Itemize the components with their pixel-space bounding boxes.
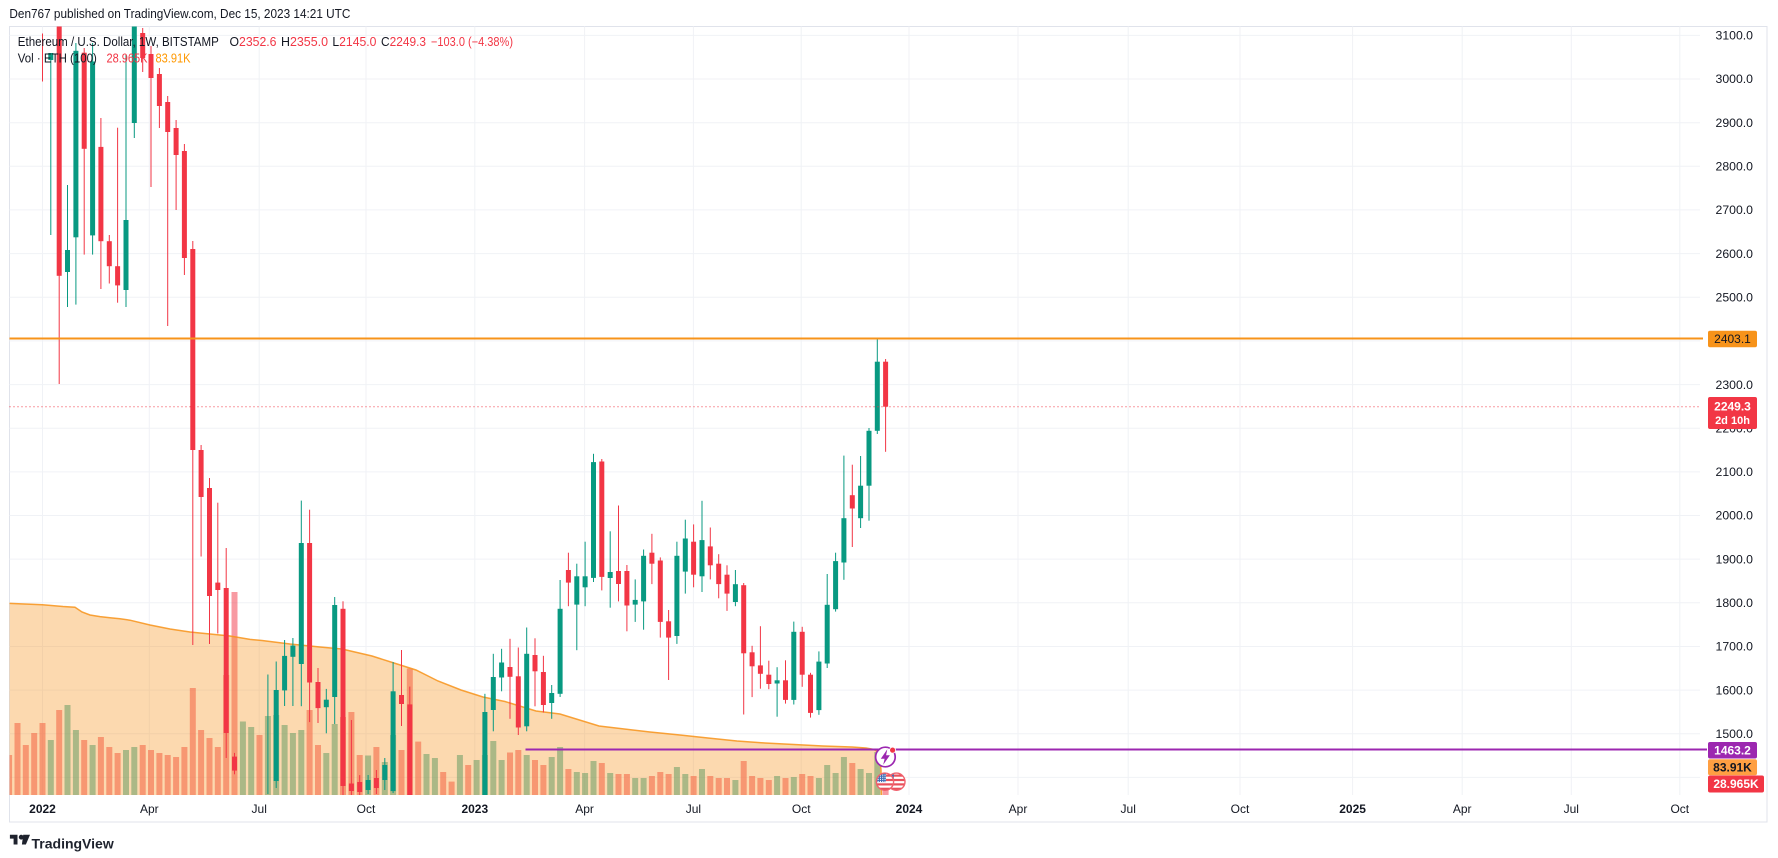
svg-text:Apr: Apr [1453,802,1472,816]
svg-text:2249.3: 2249.3 [1714,400,1751,414]
svg-text:2500.0: 2500.0 [1716,290,1754,304]
svg-text:1463.2: 1463.2 [1714,744,1751,758]
svg-text:Apr: Apr [1009,802,1028,816]
svg-text:Jul: Jul [252,802,267,816]
svg-text:Apr: Apr [140,802,159,816]
svg-text:2700.0: 2700.0 [1716,203,1754,217]
svg-text:2022: 2022 [29,802,56,816]
svg-text:83.91K: 83.91K [156,52,192,66]
svg-text:Apr: Apr [575,802,594,816]
svg-text:2023: 2023 [461,802,488,816]
svg-text:3100.0: 3100.0 [1716,29,1754,43]
svg-text:Oct: Oct [1670,802,1689,816]
svg-text:2403.1: 2403.1 [1714,332,1751,346]
svg-text:−103.0 (−4.38%): −103.0 (−4.38%) [431,35,513,49]
svg-text:TradingView: TradingView [32,836,114,852]
svg-text:2024: 2024 [896,802,923,816]
svg-text:1500.0: 1500.0 [1716,727,1754,741]
svg-text:Oct: Oct [792,802,811,816]
svg-text:2100.0: 2100.0 [1716,465,1754,479]
svg-text:1700.0: 1700.0 [1716,640,1754,654]
svg-text:H2355.0: H2355.0 [281,35,328,49]
svg-text:Vol · ETH (100): Vol · ETH (100) [18,52,97,66]
svg-text:O2352.6: O2352.6 [230,35,277,49]
svg-text:Ethereum / U.S. Dollar, 1W, BI: Ethereum / U.S. Dollar, 1W, BITSTAMP [18,35,219,49]
svg-text:1900.0: 1900.0 [1716,552,1754,566]
svg-text:2d 10h: 2d 10h [1715,415,1750,427]
svg-text:Oct: Oct [357,802,376,816]
svg-text:1800.0: 1800.0 [1716,596,1754,610]
svg-text:2000.0: 2000.0 [1716,509,1754,523]
svg-text:2600.0: 2600.0 [1716,247,1754,261]
svg-text:2900.0: 2900.0 [1716,116,1754,130]
svg-text:28.965K: 28.965K [1713,777,1759,791]
svg-text:L2145.0: L2145.0 [332,35,376,49]
svg-text:2300.0: 2300.0 [1716,378,1754,392]
svg-text:Jul: Jul [1564,802,1579,816]
svg-text:1600.0: 1600.0 [1716,683,1754,697]
svg-text:Jul: Jul [686,802,701,816]
svg-text:C2249.3: C2249.3 [381,35,426,49]
svg-text:2800.0: 2800.0 [1716,160,1754,174]
svg-text:3000.0: 3000.0 [1716,72,1754,86]
svg-text:83.91K: 83.91K [1713,760,1752,774]
svg-text:Oct: Oct [1231,802,1250,816]
svg-text:Jul: Jul [1121,802,1136,816]
svg-text:28.965K: 28.965K [107,52,149,66]
svg-text:Den767 published on TradingVie: Den767 published on TradingView.com, Dec… [9,7,350,21]
svg-text:2025: 2025 [1339,802,1366,816]
